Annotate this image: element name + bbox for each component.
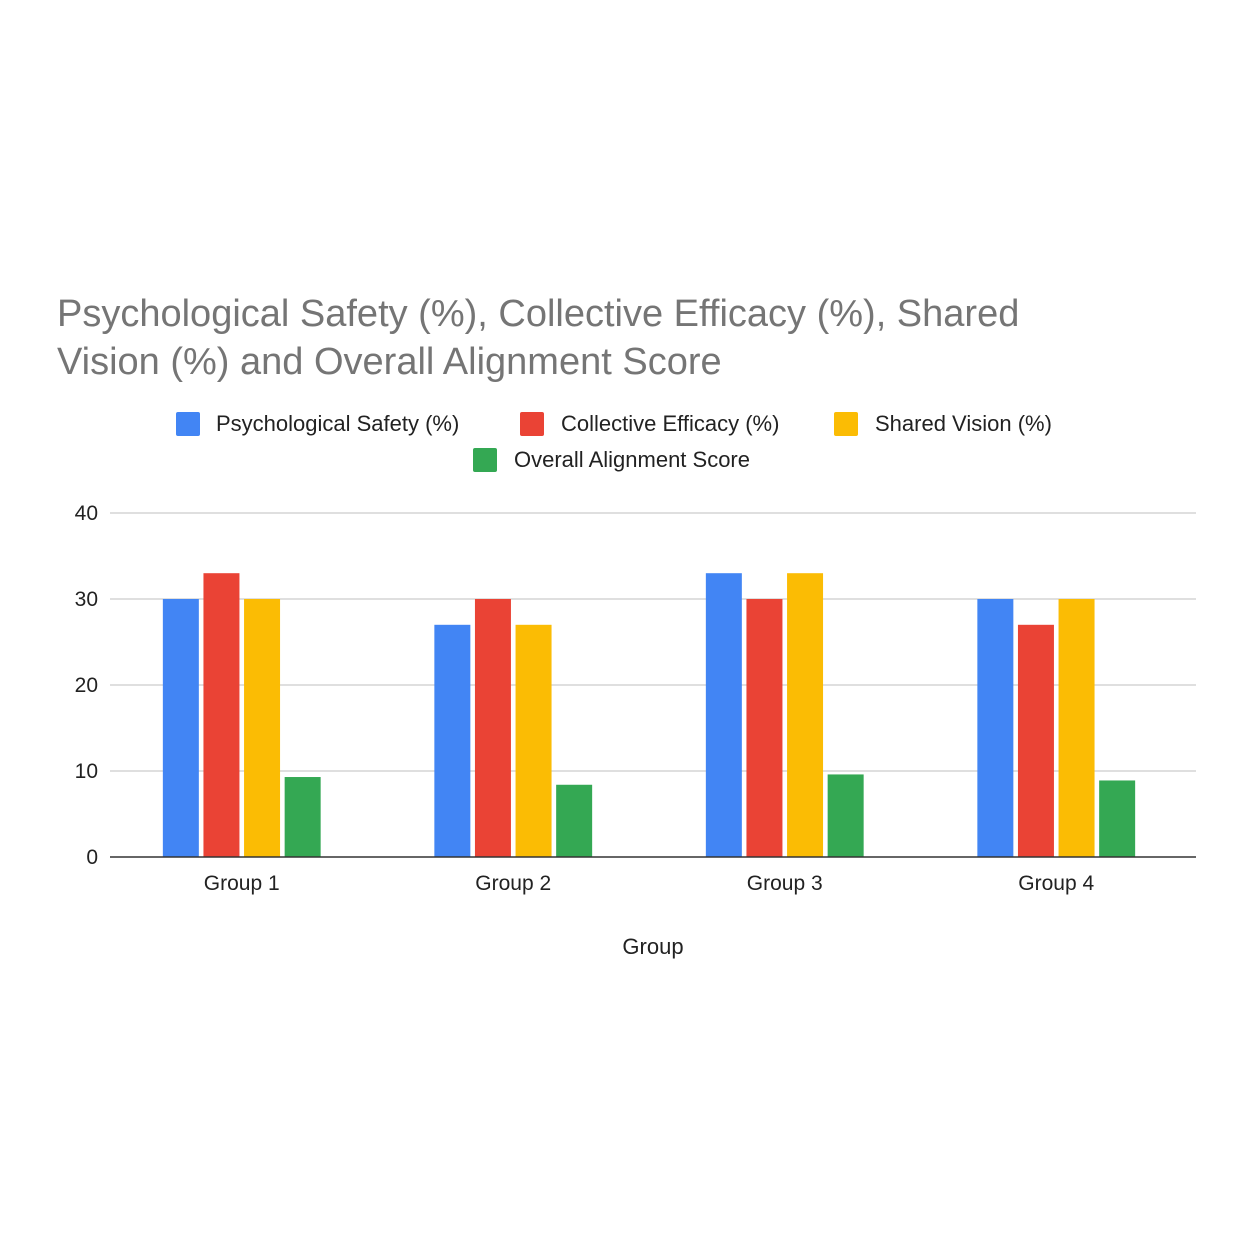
legend-swatch-psychological-safety	[176, 412, 200, 436]
bar-psychological-safety-group-4	[977, 599, 1014, 857]
legend-label-psychological-safety: Psychological Safety (%)	[216, 411, 459, 436]
bar-shared-vision-group-3	[787, 573, 824, 857]
bar-collective-efficacy-group-3	[746, 599, 783, 857]
bar-collective-efficacy-group-4	[1017, 624, 1054, 857]
bar-collective-efficacy-group-2	[474, 599, 511, 857]
legend-item-collective-efficacy: Collective Efficacy (%)	[520, 411, 779, 436]
y-tick-label: 30	[75, 588, 98, 611]
legend-swatch-overall-alignment-score	[473, 448, 497, 472]
bar-psychological-safety-group-2	[434, 624, 471, 857]
bar-shared-vision-group-2	[515, 624, 552, 857]
x-tick-label: Group 1	[204, 872, 280, 895]
y-tick-label: 20	[75, 674, 98, 697]
bar-psychological-safety-group-3	[705, 573, 742, 857]
bar-overall-alignment-score-group-1	[284, 777, 321, 857]
y-tick-label: 10	[75, 760, 98, 783]
bar-overall-alignment-score-group-3	[827, 774, 864, 857]
chart-title-line-2: Vision (%) and Overall Alignment Score	[57, 341, 722, 383]
bar-overall-alignment-score-group-2	[556, 784, 593, 857]
legend-item-shared-vision: Shared Vision (%)	[834, 411, 1052, 436]
x-axis-title: Group	[622, 934, 683, 959]
plot-area: 0 10 20 30 40 Group 1 Group 2 Group 3 Group 4	[75, 502, 1196, 895]
x-tick-label: Group 3	[747, 872, 823, 895]
bar-shared-vision-group-4	[1058, 599, 1095, 857]
legend-swatch-collective-efficacy	[520, 412, 544, 436]
y-tick-label: 0	[86, 846, 98, 869]
bar-psychological-safety-group-1	[162, 599, 199, 857]
x-tick-label: Group 2	[475, 872, 551, 895]
bar-collective-efficacy-group-1	[203, 573, 240, 857]
legend-label-collective-efficacy: Collective Efficacy (%)	[561, 411, 779, 436]
legend-item-overall-alignment-score: Overall Alignment Score	[473, 447, 750, 472]
bar-shared-vision-group-1	[244, 599, 281, 857]
legend: Psychological Safety (%) Collective Effi…	[176, 411, 1052, 472]
y-tick-label: 40	[75, 502, 98, 525]
legend-label-shared-vision: Shared Vision (%)	[875, 411, 1052, 436]
legend-label-overall-alignment-score: Overall Alignment Score	[514, 447, 750, 472]
legend-swatch-shared-vision	[834, 412, 858, 436]
legend-item-psychological-safety: Psychological Safety (%)	[176, 411, 459, 436]
x-tick-label: Group 4	[1018, 872, 1094, 895]
bar-overall-alignment-score-group-4	[1099, 780, 1136, 857]
chart-title-line-1: Psychological Safety (%), Collective Eff…	[57, 293, 1019, 335]
